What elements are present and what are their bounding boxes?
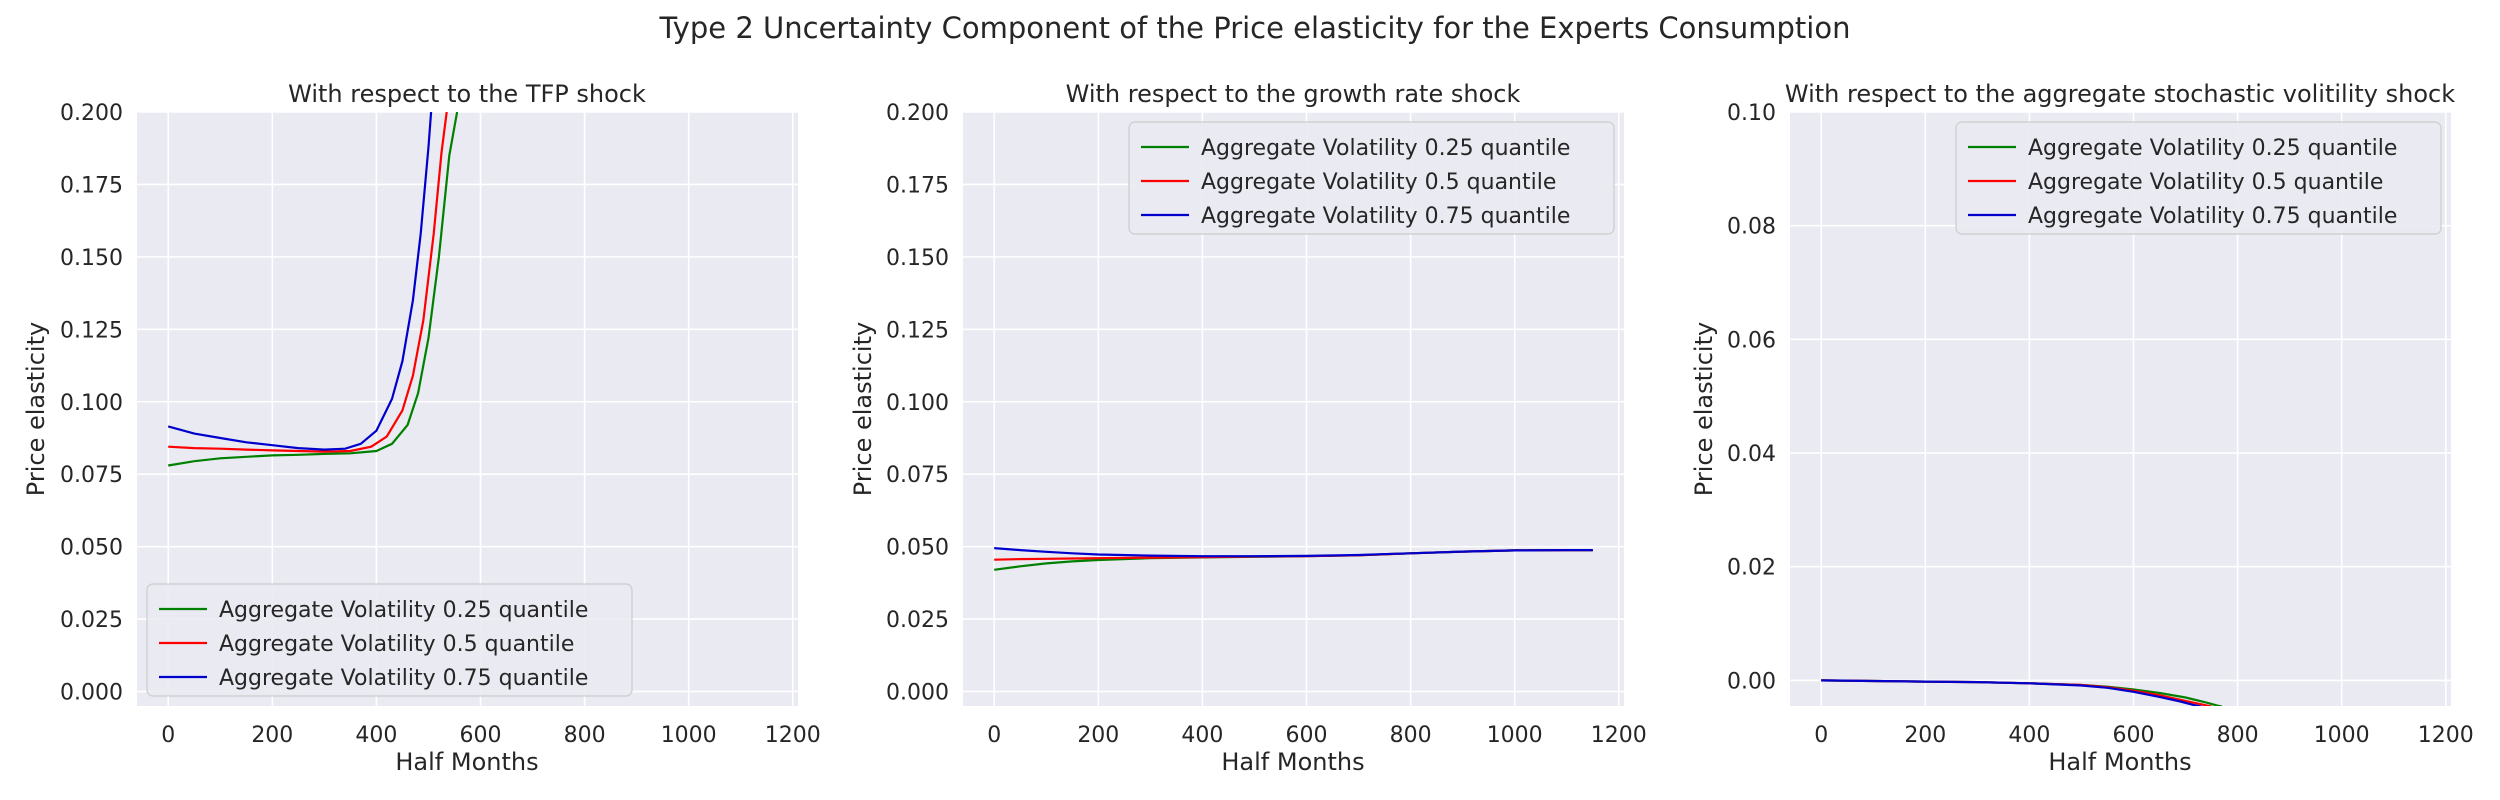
y-tick-label: 0.200 xyxy=(60,101,123,126)
x-tick-label: 200 xyxy=(1904,723,1946,748)
x-tick-labels: 0 200 400 600 800 1000 1200 xyxy=(161,723,821,748)
x-tick-label: 1200 xyxy=(1591,723,1647,748)
y-tick-label: 0.02 xyxy=(1727,556,1776,581)
series-line-3 xyxy=(167,112,433,451)
y-tick-label: 0.04 xyxy=(1727,442,1776,467)
x-tick-label: 1200 xyxy=(2418,723,2474,748)
y-tick-label: 0.175 xyxy=(886,173,949,198)
legend-entry: Aggregate Volatility 0.75 quantile xyxy=(2028,204,2397,229)
x-tick-label: 1000 xyxy=(2314,723,2370,748)
y-tick-labels: 0.000 0.025 0.050 0.075 0.100 0.125 0.150 0.175… xyxy=(60,101,123,706)
x-tick-label: 1000 xyxy=(1487,723,1543,748)
legend-entry: Aggregate Volatility 0.5 quantile xyxy=(2028,170,2383,195)
legend-box xyxy=(146,583,633,697)
y-tick-label: 0.000 xyxy=(886,681,949,706)
x-tick-label: 600 xyxy=(1286,723,1328,748)
x-tick-label: 200 xyxy=(1077,723,1119,748)
x-tick-labels: 0 200 400 600 800 1000 1200 xyxy=(1814,723,2474,748)
y-tick-label: 0.125 xyxy=(886,318,949,343)
legend-entry: Aggregate Volatility 0.5 quantile xyxy=(219,632,574,657)
y-tick-label: 0.000 xyxy=(60,681,123,706)
y-tick-label: 0.00 xyxy=(1727,669,1776,694)
y-tick-label: 0.050 xyxy=(886,536,949,561)
y-axis-label: Price elasticity xyxy=(1690,322,1718,496)
y-tick-label: 0.10 xyxy=(1727,101,1776,126)
y-tick-labels: 0.000 0.025 0.050 0.075 0.100 0.125 0.150 0.175… xyxy=(886,101,949,706)
y-tick-label: 0.075 xyxy=(60,463,123,488)
legend-entry: Aggregate Volatility 0.25 quantile xyxy=(2028,136,2397,161)
x-tick-label: 800 xyxy=(2217,723,2259,748)
x-tick-label: 400 xyxy=(2008,723,2050,748)
x-tick-label: 400 xyxy=(1181,723,1223,748)
legend-entry: Aggregate Volatility 0.5 quantile xyxy=(1201,170,1556,195)
series-line-3 xyxy=(994,547,1593,558)
x-axis-label: Half Months xyxy=(1221,748,1364,776)
panel-title: With respect to the growth rate shock xyxy=(1066,80,1521,108)
x-axis-label: Half Months xyxy=(395,748,538,776)
x-tick-label: 200 xyxy=(251,723,293,748)
x-tick-label: 0 xyxy=(1814,723,1828,748)
x-tick-label: 800 xyxy=(564,723,606,748)
y-tick-label: 0.100 xyxy=(60,391,123,416)
series-lines xyxy=(994,547,1593,571)
y-tick-labels: 0.00 0.02 0.04 0.06 0.08 0.10 xyxy=(1727,101,1776,694)
y-tick-label: 0.025 xyxy=(886,608,949,633)
legend: Aggregate Volatility 0.25 quantile Aggreg… xyxy=(1955,121,2442,235)
y-tick-label: 0.025 xyxy=(60,608,123,633)
chart-panel-volatility: 0 200 400 600 800 1000 1200 0.000.020.040.060.… xyxy=(1690,80,2474,776)
y-tick-label: 0.08 xyxy=(1727,215,1776,240)
legend: Aggregate Volatility 0.25 quantile Aggreg… xyxy=(146,583,633,697)
x-tick-label: 0 xyxy=(161,723,175,748)
y-tick-label: 0.125 xyxy=(60,318,123,343)
panel-title: With respect to the aggregate stochastic… xyxy=(1785,80,2455,108)
series-line-2 xyxy=(168,112,448,453)
figure-title: Type 2 Uncertainty Component of the Pric… xyxy=(659,11,1851,45)
y-tick-label: 0.150 xyxy=(60,246,123,271)
legend-entry: Aggregate Volatility 0.75 quantile xyxy=(219,666,588,691)
legend-entry: Aggregate Volatility 0.75 quantile xyxy=(1201,204,1570,229)
x-tick-label: 1200 xyxy=(765,723,821,748)
y-tick-label: 0.075 xyxy=(886,463,949,488)
y-axis-label: Price elasticity xyxy=(22,322,50,496)
y-axis-label: Price elasticity xyxy=(849,322,877,496)
legend-entry: Aggregate Volatility 0.25 quantile xyxy=(1201,136,1570,161)
chart-panel-tfp: 0 200 400 600 800 1000 1200 0.0000.0250.0500.0… xyxy=(22,80,821,776)
y-tick-label: 0.200 xyxy=(886,101,949,126)
series-line-3 xyxy=(1821,679,2202,706)
y-tick-label: 0.050 xyxy=(60,536,123,561)
legend: Aggregate Volatility 0.25 quantile Aggreg… xyxy=(1128,121,1615,235)
x-axis-label: Half Months xyxy=(2048,748,2191,776)
y-tick-label: 0.100 xyxy=(886,391,949,416)
x-tick-label: 800 xyxy=(1390,723,1432,748)
legend-box xyxy=(1955,121,2442,235)
chart-panel-growth: 0 200 400 600 800 1000 1200 0.0000.0250.0500.0… xyxy=(849,80,1647,776)
series-line-1 xyxy=(168,112,459,467)
y-tick-label: 0.150 xyxy=(886,246,949,271)
series-lines xyxy=(1821,679,2223,706)
y-tick-label: 0.175 xyxy=(60,173,123,198)
legend-entry: Aggregate Volatility 0.25 quantile xyxy=(219,598,588,623)
y-tick-label: 0.06 xyxy=(1727,328,1776,353)
x-tick-label: 400 xyxy=(355,723,397,748)
x-tick-labels: 0 200 400 600 800 1000 1200 xyxy=(987,723,1647,748)
x-tick-label: 600 xyxy=(460,723,502,748)
series-lines xyxy=(167,112,459,467)
x-tick-label: 1000 xyxy=(661,723,717,748)
panel-title: With respect to the TFP shock xyxy=(288,80,646,108)
x-tick-label: 600 xyxy=(2113,723,2155,748)
legend-box xyxy=(1128,121,1615,235)
x-tick-label: 0 xyxy=(987,723,1001,748)
